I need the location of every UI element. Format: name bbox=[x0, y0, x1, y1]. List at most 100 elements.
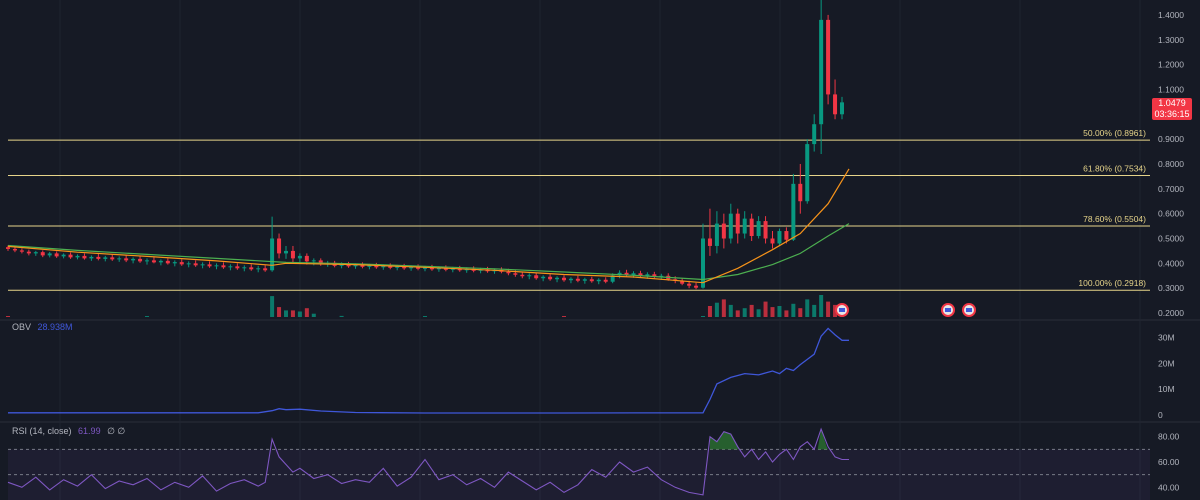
volume-bar bbox=[707, 306, 712, 317]
volume-bar bbox=[805, 299, 810, 317]
fibonacci-retracement[interactable]: 50.00% (0.8961) 61.80% (0.7534) 78.60% (0.… bbox=[8, 128, 1150, 291]
candle-body bbox=[638, 273, 643, 276]
volume-bar bbox=[756, 309, 761, 317]
candle-body bbox=[749, 218, 754, 237]
candle-body bbox=[756, 221, 761, 237]
rsi-tick-label: 60.00 bbox=[1158, 457, 1180, 467]
event-markers[interactable] bbox=[835, 303, 976, 317]
candle-body bbox=[33, 252, 38, 254]
candle-body bbox=[429, 267, 434, 270]
candle-body bbox=[582, 279, 587, 281]
candle-body bbox=[645, 274, 650, 276]
volume-bar bbox=[270, 296, 275, 317]
candle-body bbox=[728, 213, 733, 239]
candle-body bbox=[534, 275, 539, 279]
volume-bar bbox=[423, 316, 427, 317]
candle-body bbox=[603, 279, 608, 282]
price-tick-label: 1.3000 bbox=[1158, 35, 1184, 45]
price-tick-label: 0.7000 bbox=[1158, 184, 1184, 194]
candle-body bbox=[54, 253, 59, 257]
obv-value: 28.938M bbox=[37, 322, 73, 332]
candle-body bbox=[701, 238, 705, 288]
candle-body bbox=[367, 265, 372, 267]
obv-line bbox=[8, 327, 849, 414]
price-tick-label: 0.9000 bbox=[1158, 134, 1184, 144]
candle-body bbox=[381, 265, 386, 268]
candle-body bbox=[826, 19, 831, 95]
rsi-overbought-fill bbox=[817, 429, 829, 450]
candle-body bbox=[409, 266, 414, 269]
candle-body bbox=[214, 265, 219, 267]
candle-body bbox=[242, 267, 247, 269]
candle-body bbox=[96, 256, 101, 259]
fib-label: 50.00% (0.8961) bbox=[1083, 128, 1146, 138]
candle-body bbox=[562, 277, 566, 281]
candle-body bbox=[617, 272, 622, 276]
rsi-title: RSI (14, close) bbox=[12, 426, 72, 436]
volume-bar bbox=[791, 303, 796, 317]
candle-body bbox=[138, 258, 143, 262]
candle-body bbox=[596, 279, 601, 282]
volume-bar bbox=[742, 308, 747, 317]
candlesticks[interactable] bbox=[6, 0, 844, 290]
volume-bar bbox=[735, 310, 740, 317]
candle-body bbox=[506, 271, 511, 274]
rsi-extra: ∅ ∅ bbox=[107, 426, 126, 436]
rsi-overbought-fill bbox=[709, 431, 740, 450]
candle-body bbox=[228, 266, 233, 268]
candle-body bbox=[742, 218, 747, 234]
candle-body bbox=[805, 144, 810, 202]
obv-tick-label: 0 bbox=[1158, 410, 1163, 420]
candle-body bbox=[624, 272, 629, 276]
candle-body bbox=[124, 258, 129, 261]
candle-body bbox=[26, 251, 31, 254]
candle-body bbox=[568, 278, 573, 281]
price-tick-label: 1.4000 bbox=[1158, 10, 1184, 20]
candle-body bbox=[19, 250, 24, 252]
volume-bar bbox=[562, 316, 566, 317]
candle-body bbox=[249, 267, 254, 270]
volume-bar bbox=[728, 304, 733, 317]
moving-averages bbox=[7, 168, 850, 284]
candle-body bbox=[548, 276, 553, 280]
volume-bar bbox=[784, 310, 789, 317]
rsi-line bbox=[7, 427, 849, 496]
volume-bar bbox=[145, 316, 149, 317]
candle-body bbox=[527, 275, 532, 277]
volume-bar bbox=[701, 316, 705, 317]
volume-bar bbox=[290, 310, 295, 317]
candle-body bbox=[151, 260, 156, 263]
volume-bar bbox=[777, 306, 782, 317]
fib-label: 61.80% (0.7534) bbox=[1083, 164, 1146, 174]
candle-body bbox=[290, 250, 295, 259]
rsi-legend[interactable]: RSI (14, close) 61.99 ∅ ∅ bbox=[12, 426, 125, 437]
obv-legend[interactable]: OBV 28.938M bbox=[12, 322, 73, 332]
ma-fast-line bbox=[7, 168, 850, 284]
candle-body bbox=[256, 268, 261, 270]
candle-body bbox=[68, 254, 73, 258]
candle-body bbox=[172, 262, 177, 264]
candle-body bbox=[707, 238, 712, 246]
candle-body bbox=[791, 183, 796, 240]
rsi-tick-label: 80.00 bbox=[1158, 432, 1180, 442]
candle-body bbox=[200, 264, 205, 266]
candle-body bbox=[277, 238, 282, 254]
candle-body bbox=[631, 273, 636, 276]
flag-icon-stripe bbox=[945, 308, 951, 312]
candle-body bbox=[659, 275, 664, 277]
candle-body bbox=[186, 263, 191, 265]
candle-body bbox=[131, 258, 136, 261]
candle-body bbox=[47, 253, 52, 256]
price-tick-label: 0.5000 bbox=[1158, 234, 1184, 244]
candle-body bbox=[158, 260, 163, 263]
price-tick-label: 0.2000 bbox=[1158, 308, 1184, 318]
price-axis[interactable]: 1.4000 1.3000 1.2000 1.1000 0.9000 0.8000 0.70… bbox=[1158, 10, 1184, 492]
candle-body bbox=[443, 267, 448, 270]
candle-body bbox=[374, 265, 379, 268]
volume-bar bbox=[833, 304, 838, 317]
rsi-tick-label: 40.00 bbox=[1158, 482, 1180, 492]
obv-tick-label: 10M bbox=[1158, 384, 1175, 394]
